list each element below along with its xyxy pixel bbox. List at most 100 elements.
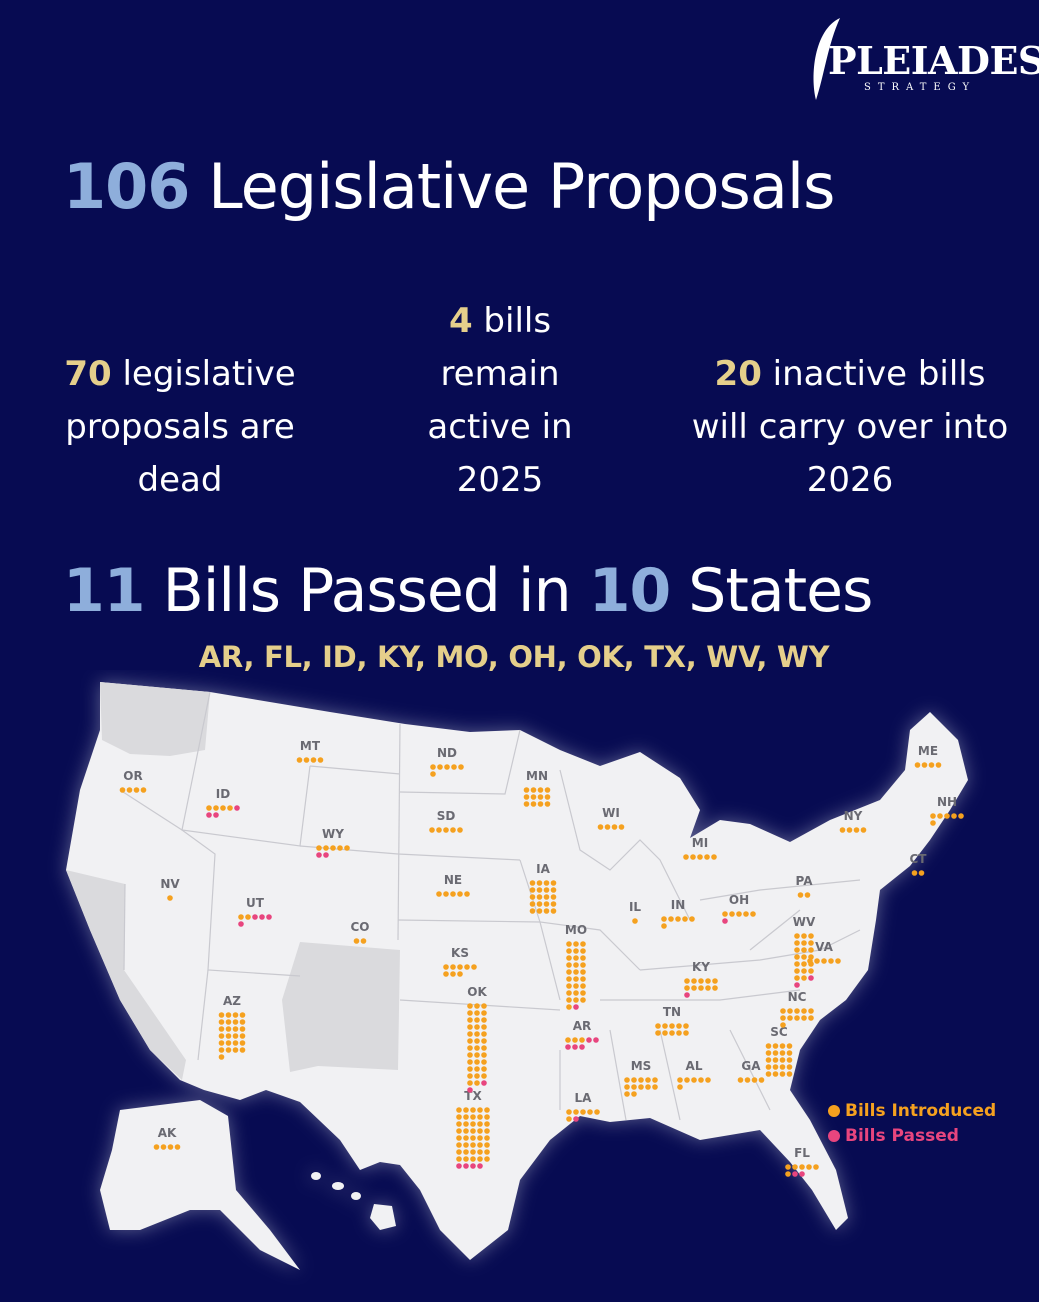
introduced-dot-mo <box>566 983 572 989</box>
introduced-dot-la <box>573 1109 579 1115</box>
introduced-dot-ms <box>652 1084 658 1090</box>
introduced-dot-wv <box>801 933 807 939</box>
introduced-dot-mo <box>580 941 586 947</box>
hawaii-shape <box>311 1172 396 1230</box>
introduced-dot-az <box>239 1040 246 1046</box>
passed-dot-ok <box>467 1087 473 1093</box>
introduced-dot-nh <box>944 813 950 819</box>
state-label-nc: NC <box>788 990 807 1004</box>
introduced-dot-ct <box>918 870 925 876</box>
introduced-dot-wi <box>597 824 604 830</box>
introduced-dot-az <box>218 1019 225 1025</box>
introduced-dot-ky <box>705 985 711 991</box>
washington-shape <box>100 682 210 756</box>
introduced-dot-al <box>698 1077 704 1083</box>
introduced-dot-tx <box>470 1149 476 1155</box>
introduced-dot-tx <box>484 1156 490 1162</box>
introduced-dot-tx <box>456 1142 462 1148</box>
introduced-dot-me <box>935 762 942 768</box>
introduced-dot-sc <box>779 1057 786 1063</box>
introduced-dot-ok <box>467 1080 473 1086</box>
introduced-dot-co <box>360 938 367 944</box>
introduced-dot-tx <box>456 1128 462 1134</box>
introduced-dot-sc <box>779 1071 786 1077</box>
introduced-dot-ne <box>450 891 456 897</box>
introduced-dot-ny <box>839 827 846 833</box>
introduced-dot-in <box>661 916 667 922</box>
introduced-dot-ak <box>160 1144 167 1150</box>
introduced-dot-mi <box>704 854 710 860</box>
introduced-dot-tx <box>456 1121 462 1127</box>
legend-introduced-label: Bills Introduced <box>845 1100 997 1121</box>
introduced-dot-ia <box>550 887 557 893</box>
introduced-dot-az <box>239 1012 246 1018</box>
contiguous-us-shape <box>66 682 968 1260</box>
introduced-dot-fl <box>806 1164 812 1170</box>
introduced-dot-ia <box>543 908 550 914</box>
introduced-dot-tx <box>463 1135 469 1141</box>
introduced-dot-wy <box>323 845 329 851</box>
passed-dot-ut <box>266 914 272 920</box>
introduced-dot-nc <box>808 1008 814 1014</box>
introduced-dot-mi <box>711 854 717 860</box>
introduced-dot-al <box>705 1077 711 1083</box>
introduced-dot-nc <box>794 1008 800 1014</box>
introduced-dot-tx <box>463 1149 469 1155</box>
logo-wordmark: PLEIADES <box>828 38 1039 83</box>
introduced-dot-sc <box>779 1043 786 1049</box>
introduced-dot-ga <box>737 1077 744 1083</box>
introduced-dot-tx <box>477 1156 483 1162</box>
state-label-nd: ND <box>437 746 457 760</box>
introduced-dot-ms <box>631 1084 637 1090</box>
introduced-dot-tx <box>463 1142 469 1148</box>
introduced-dot-mo <box>566 997 572 1003</box>
passed-states-text: States <box>670 556 873 626</box>
map-legend: Bills Introduced Bills Passed <box>828 1098 996 1148</box>
state-label-co: CO <box>350 920 369 934</box>
introduced-dot-ia <box>529 908 536 914</box>
state-label-id: ID <box>216 787 230 801</box>
state-borders <box>119 691 861 1121</box>
introduced-dot-tx <box>470 1121 476 1127</box>
introduced-dot-fl <box>792 1164 798 1170</box>
introduced-dot-ky <box>691 978 697 984</box>
introduced-dot-az <box>218 1040 225 1046</box>
passed-bills-count: 11 <box>63 556 145 626</box>
state-label-mi: MI <box>692 836 708 850</box>
state-label-tn: TN <box>663 1005 681 1019</box>
introduced-dot-tx <box>463 1114 469 1120</box>
introduced-dot-mo <box>580 997 586 1003</box>
introduced-dot-nh <box>958 813 964 819</box>
introduced-dot-mo <box>580 990 586 996</box>
introduced-dot-ne <box>436 891 442 897</box>
introduced-dot-ia <box>543 901 550 907</box>
introduced-dot-nd <box>430 764 436 770</box>
state-label-ky: KY <box>692 960 710 974</box>
introduced-dot-wy <box>344 845 350 851</box>
passed-dot-id <box>206 812 212 818</box>
state-label-fl: FL <box>794 1146 810 1160</box>
passed-dot-ok <box>481 1080 487 1086</box>
legend-introduced: Bills Introduced <box>828 1098 996 1123</box>
introduced-dot-ok <box>474 1059 480 1065</box>
introduced-dot-sc <box>786 1071 793 1077</box>
introduced-dot-sc <box>772 1057 779 1063</box>
introduced-dot-tx <box>463 1107 469 1113</box>
introduced-dot-wy <box>316 845 322 851</box>
introduced-dot-ia <box>536 908 543 914</box>
introduced-dot-nc <box>794 1015 800 1021</box>
introduced-dot-ks <box>457 964 463 970</box>
introduced-dot-sc <box>765 1064 772 1070</box>
introduced-dot-tn <box>669 1030 675 1036</box>
introduced-dot-ia <box>529 894 536 900</box>
introduced-dot-ok <box>481 1031 487 1037</box>
passed-dot-oh <box>722 918 728 924</box>
state-label-ms: MS <box>631 1059 652 1073</box>
introduced-dot-mi <box>683 854 689 860</box>
passed-dot-mo <box>573 1004 579 1010</box>
introduced-dot-wv <box>794 940 800 946</box>
introduced-dot-az <box>225 1033 232 1039</box>
introduced-dot-tx <box>470 1128 476 1134</box>
introduced-dot-ms <box>645 1077 651 1083</box>
introduced-dot-mn <box>523 801 530 807</box>
